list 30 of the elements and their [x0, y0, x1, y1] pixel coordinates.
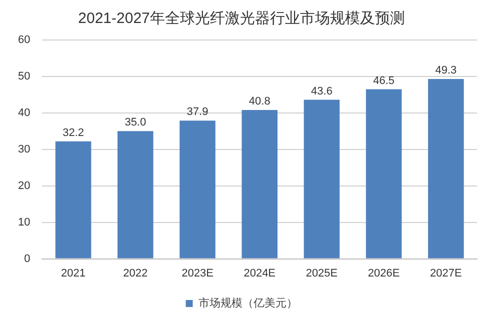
y-tick-label: 20	[18, 180, 30, 192]
bar	[366, 89, 402, 258]
bar	[55, 141, 92, 258]
bar	[180, 120, 216, 258]
data-label: 35.0	[124, 116, 146, 129]
data-label: 32.2	[62, 126, 84, 139]
x-tick-label: 2027E	[430, 267, 462, 280]
data-label: 46.5	[373, 74, 395, 87]
y-tick-label: 30	[18, 143, 30, 156]
x-tick-label: 2023E	[182, 267, 214, 280]
chart-title: 2021-2027年全球光纤激光器行业市场规模及预测	[78, 10, 405, 28]
x-tick-label: 2025E	[306, 267, 338, 280]
data-label: 43.6	[311, 85, 332, 98]
bar	[118, 131, 154, 258]
y-tick-label: 10	[18, 216, 30, 228]
y-tick-label: 50	[18, 70, 30, 82]
x-tick-label: 2021	[61, 267, 86, 280]
x-tick-label: 2024E	[244, 267, 276, 280]
bar	[242, 110, 278, 258]
x-tick-label: 2026E	[368, 267, 400, 280]
data-label: 40.8	[248, 96, 270, 108]
bar	[304, 100, 340, 258]
y-tick-label: 40	[18, 106, 30, 119]
data-label: 49.3	[435, 64, 457, 77]
y-tick-label: 0	[24, 252, 30, 265]
y-tick-label: 60	[18, 34, 30, 46]
bar	[428, 79, 464, 258]
x-tick-label: 2022	[123, 267, 148, 280]
legend-label: 市场规模（亿美元）	[198, 296, 298, 310]
data-label: 37.9	[186, 106, 208, 118]
